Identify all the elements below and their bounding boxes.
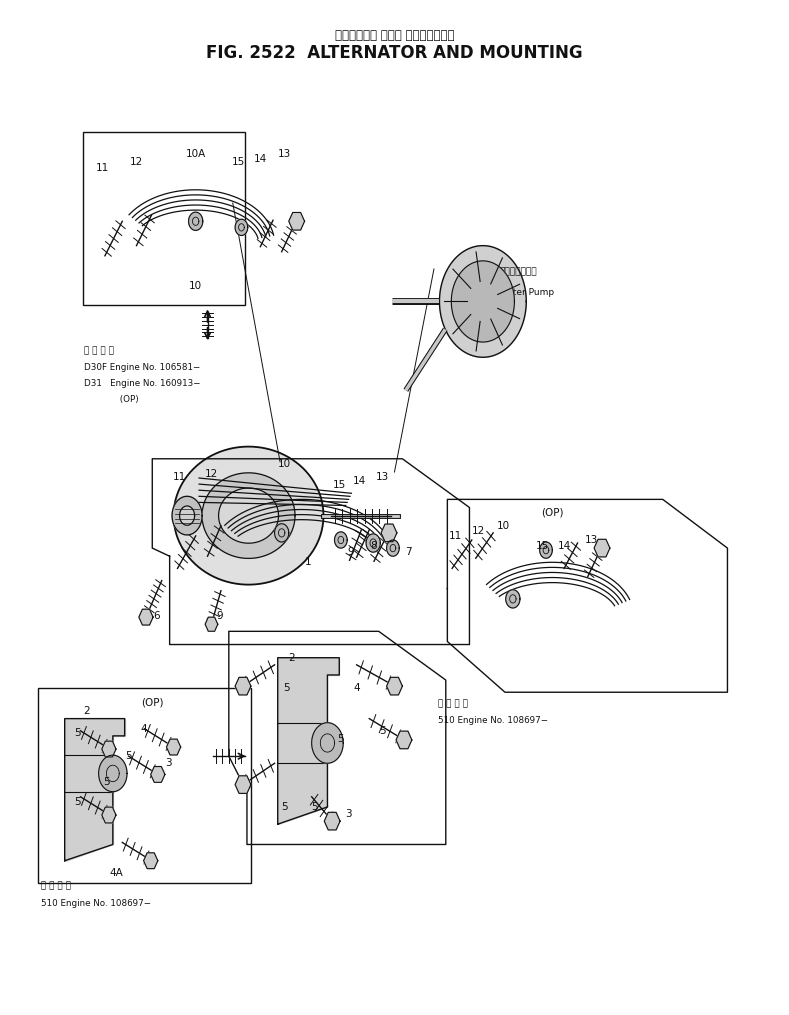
Text: 11: 11	[449, 531, 462, 541]
Text: 6: 6	[153, 611, 159, 621]
Polygon shape	[151, 766, 165, 783]
Text: 8: 8	[370, 541, 376, 551]
Text: 10: 10	[497, 521, 510, 531]
Text: D30F Engine No. 106581−: D30F Engine No. 106581−	[84, 363, 200, 371]
Text: D31   Engine No. 160913−: D31 Engine No. 160913−	[84, 380, 201, 388]
Polygon shape	[235, 775, 251, 794]
Polygon shape	[387, 540, 399, 556]
Polygon shape	[172, 496, 202, 535]
Text: 12: 12	[130, 157, 143, 167]
Text: 13: 13	[585, 535, 598, 545]
Polygon shape	[396, 731, 412, 749]
Text: 10: 10	[189, 281, 202, 291]
Text: 12: 12	[473, 526, 485, 536]
Text: 11: 11	[96, 163, 109, 174]
Text: (OP): (OP)	[84, 396, 139, 404]
Text: 5: 5	[338, 734, 344, 744]
Text: 13: 13	[278, 149, 290, 159]
Text: Water Pump: Water Pump	[499, 288, 555, 296]
Text: 2: 2	[84, 705, 90, 716]
Text: 14: 14	[254, 154, 267, 164]
Text: 9: 9	[216, 611, 222, 621]
Polygon shape	[289, 212, 305, 230]
Text: 適 用 号 籠: 適 用 号 籠	[84, 347, 114, 355]
Text: 3: 3	[165, 758, 171, 768]
Text: 3: 3	[346, 809, 352, 819]
Text: 10: 10	[278, 459, 290, 469]
Text: 5: 5	[103, 776, 110, 787]
Text: 510 Engine No. 108697−: 510 Engine No. 108697−	[41, 899, 151, 907]
Polygon shape	[65, 719, 125, 861]
Text: FIG. 2522  ALTERNATOR AND MOUNTING: FIG. 2522 ALTERNATOR AND MOUNTING	[206, 44, 583, 62]
Text: 適 用 号 籠: 適 用 号 籠	[41, 882, 71, 890]
Polygon shape	[324, 812, 340, 830]
Polygon shape	[235, 677, 251, 695]
Bar	[38, 688, 251, 883]
Text: 510 Engine No. 108697−: 510 Engine No. 108697−	[438, 717, 548, 725]
Polygon shape	[139, 609, 153, 625]
Text: 5: 5	[311, 802, 317, 812]
Text: 4: 4	[353, 683, 360, 693]
Polygon shape	[99, 755, 127, 792]
Polygon shape	[594, 539, 610, 557]
Polygon shape	[506, 590, 520, 608]
Polygon shape	[102, 741, 116, 757]
Polygon shape	[381, 524, 397, 542]
Text: 1: 1	[305, 557, 311, 567]
Text: 13: 13	[376, 472, 389, 482]
Polygon shape	[451, 261, 514, 342]
Polygon shape	[540, 542, 552, 558]
Polygon shape	[387, 677, 402, 695]
Polygon shape	[205, 617, 218, 631]
Polygon shape	[366, 534, 380, 552]
Polygon shape	[174, 447, 323, 585]
Text: 9: 9	[348, 547, 354, 557]
Polygon shape	[235, 219, 248, 235]
Text: 4: 4	[140, 724, 147, 734]
Text: 5: 5	[125, 751, 132, 761]
Polygon shape	[166, 739, 181, 755]
Polygon shape	[102, 807, 116, 823]
Polygon shape	[202, 473, 295, 558]
Text: 7: 7	[406, 547, 412, 557]
Text: 15: 15	[333, 480, 346, 490]
Text: オルタネータ および マウンティング: オルタネータ および マウンティング	[335, 29, 454, 42]
Text: 5: 5	[74, 797, 80, 807]
Bar	[83, 132, 245, 304]
Polygon shape	[439, 246, 526, 357]
Text: (OP): (OP)	[141, 697, 163, 707]
Polygon shape	[219, 488, 279, 543]
Polygon shape	[312, 723, 343, 763]
Polygon shape	[189, 212, 203, 230]
Polygon shape	[278, 658, 339, 824]
Text: 14: 14	[558, 541, 570, 551]
Text: 5: 5	[380, 726, 386, 736]
Text: 適 用 号 籠: 適 用 号 籠	[438, 699, 468, 707]
Polygon shape	[335, 532, 347, 548]
Polygon shape	[144, 853, 158, 869]
Text: 15: 15	[232, 157, 245, 167]
Text: 14: 14	[353, 476, 365, 486]
Text: 10A: 10A	[185, 149, 206, 159]
Text: 15: 15	[537, 541, 549, 551]
Text: 12: 12	[205, 469, 218, 479]
Text: 4A: 4A	[110, 868, 124, 878]
Text: 11: 11	[174, 472, 186, 482]
Text: ウォータポンプ: ウォータポンプ	[499, 268, 537, 276]
Text: (OP): (OP)	[541, 508, 563, 518]
Polygon shape	[180, 505, 195, 526]
Polygon shape	[275, 524, 289, 542]
Text: 2: 2	[289, 653, 295, 663]
Text: 5: 5	[281, 802, 287, 812]
Text: 5: 5	[74, 728, 80, 738]
Text: 5: 5	[283, 683, 290, 693]
